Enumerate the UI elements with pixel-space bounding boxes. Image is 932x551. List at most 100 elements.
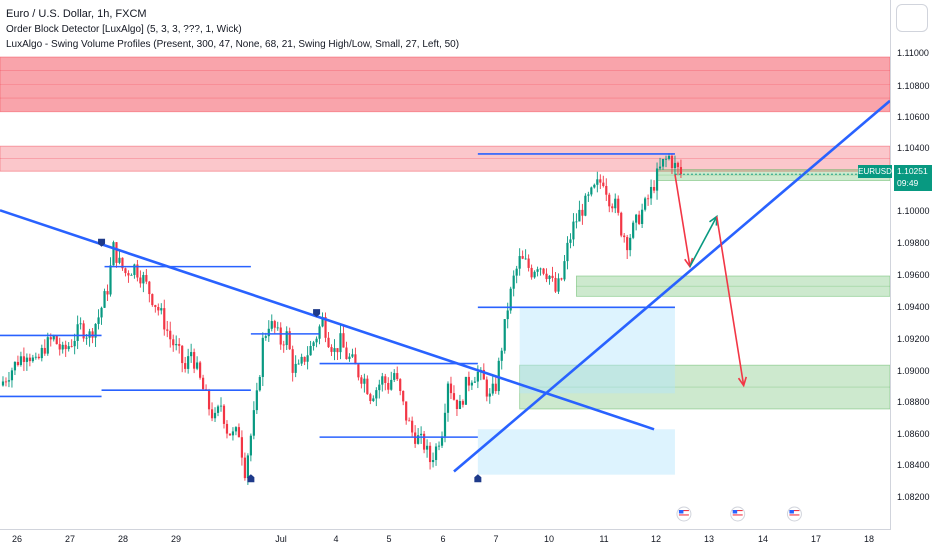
candle-body bbox=[605, 185, 608, 195]
chart-title: Euro / U.S. Dollar, 1h, FXCM bbox=[6, 8, 147, 20]
candle-body bbox=[590, 187, 593, 195]
candle-body bbox=[157, 307, 160, 311]
price-chart[interactable] bbox=[0, 0, 890, 529]
candle-body bbox=[626, 237, 629, 251]
candle-body bbox=[151, 294, 154, 306]
candle-body bbox=[527, 258, 530, 268]
candle-body bbox=[246, 455, 249, 479]
candle-body bbox=[467, 376, 470, 386]
time-tick-label: 5 bbox=[386, 534, 392, 544]
candle-body bbox=[494, 383, 497, 392]
candle-body bbox=[515, 268, 518, 276]
price-tick-label: 1.08800 bbox=[897, 397, 930, 407]
time-tick-label: 27 bbox=[64, 534, 76, 544]
candle-body bbox=[372, 398, 375, 402]
candle-body bbox=[351, 354, 354, 357]
candle-body bbox=[673, 162, 677, 168]
indicator-volume-profile[interactable]: LuxAlgo - Swing Volume Profiles (Present… bbox=[6, 39, 460, 50]
price-tick-label: 1.09000 bbox=[897, 366, 930, 376]
candle-body bbox=[228, 433, 232, 436]
candle-body bbox=[309, 345, 312, 356]
candle-body bbox=[676, 162, 680, 168]
order-block-zone-1 bbox=[0, 145, 890, 172]
candle-body bbox=[91, 331, 94, 338]
candle-body bbox=[614, 198, 617, 209]
candle-body bbox=[201, 377, 205, 390]
price-axis[interactable] bbox=[890, 0, 932, 530]
candle-body bbox=[330, 347, 333, 352]
candle-body bbox=[545, 273, 548, 280]
candle-body bbox=[658, 166, 662, 169]
candle-body bbox=[420, 433, 423, 436]
indicator-order-block[interactable]: Order Block Detector [LuxAlgo] (5, 3, 3,… bbox=[6, 24, 242, 35]
candle-body bbox=[638, 214, 641, 224]
candle-body bbox=[109, 265, 112, 295]
candle-body bbox=[518, 256, 521, 269]
candle-body bbox=[52, 335, 55, 340]
candle-body bbox=[593, 184, 596, 188]
candle-body bbox=[393, 373, 396, 380]
time-tick-label: 10 bbox=[543, 534, 555, 544]
time-tick-label: 14 bbox=[757, 534, 769, 544]
us-event-flag-icon[interactable] bbox=[730, 506, 746, 522]
candle-body bbox=[485, 379, 488, 397]
candle-body bbox=[166, 329, 169, 331]
us-event-flag-icon[interactable] bbox=[676, 506, 692, 522]
candle-body bbox=[252, 410, 255, 436]
candle-body bbox=[437, 445, 441, 447]
candle-body bbox=[76, 324, 79, 341]
candle-body bbox=[620, 212, 623, 236]
candle-body bbox=[521, 256, 524, 259]
candle-body bbox=[270, 321, 273, 329]
time-tick-label: 17 bbox=[810, 534, 822, 544]
trendline-1 bbox=[453, 99, 890, 473]
candle-body bbox=[381, 376, 384, 385]
chart-settings-button[interactable] bbox=[896, 4, 928, 32]
price-tick-label: 1.10800 bbox=[897, 81, 930, 91]
candle-body bbox=[297, 363, 300, 365]
time-tick-label: 4 bbox=[333, 534, 339, 544]
price-tick-label: 1.10000 bbox=[897, 206, 930, 216]
candle-body bbox=[664, 158, 668, 160]
candle-body bbox=[324, 317, 327, 338]
candle-body bbox=[655, 168, 659, 191]
volume-profile-1 bbox=[477, 429, 675, 475]
candle-body bbox=[154, 305, 157, 308]
candle-body bbox=[357, 364, 360, 378]
candle-body bbox=[390, 379, 393, 390]
candle-body bbox=[632, 222, 635, 238]
candle-body bbox=[106, 291, 109, 295]
candle-body bbox=[127, 273, 130, 276]
candle-body bbox=[458, 401, 462, 410]
candle-body bbox=[279, 327, 282, 345]
candle-body bbox=[667, 155, 671, 159]
candle-body bbox=[434, 446, 438, 461]
candle-body bbox=[267, 328, 270, 337]
candle-body bbox=[644, 198, 647, 210]
candle-body bbox=[118, 257, 121, 263]
price-tick-label: 1.09400 bbox=[897, 302, 930, 312]
candle-body bbox=[533, 271, 536, 278]
swing-marker-low-2 bbox=[247, 474, 255, 483]
candle-body bbox=[506, 310, 509, 320]
candle-body bbox=[399, 379, 402, 391]
order-block-zone-4 bbox=[519, 364, 890, 410]
candle-body bbox=[431, 460, 435, 463]
projection-arrow-0 bbox=[674, 174, 691, 267]
candle-body bbox=[345, 347, 348, 360]
candle-body bbox=[181, 345, 184, 364]
time-axis[interactable] bbox=[0, 529, 890, 551]
us-event-flag-icon[interactable] bbox=[786, 506, 802, 522]
candle-body bbox=[130, 274, 133, 276]
candle-body bbox=[315, 338, 318, 343]
time-tick-label: 18 bbox=[863, 534, 875, 544]
candle-body bbox=[360, 377, 363, 384]
candle-body bbox=[548, 275, 551, 280]
candle-body bbox=[578, 209, 581, 222]
candle-body bbox=[79, 323, 82, 325]
candle-body bbox=[136, 264, 139, 278]
candle-body bbox=[652, 186, 656, 191]
candle-body bbox=[443, 412, 447, 437]
candle-body bbox=[187, 356, 190, 369]
